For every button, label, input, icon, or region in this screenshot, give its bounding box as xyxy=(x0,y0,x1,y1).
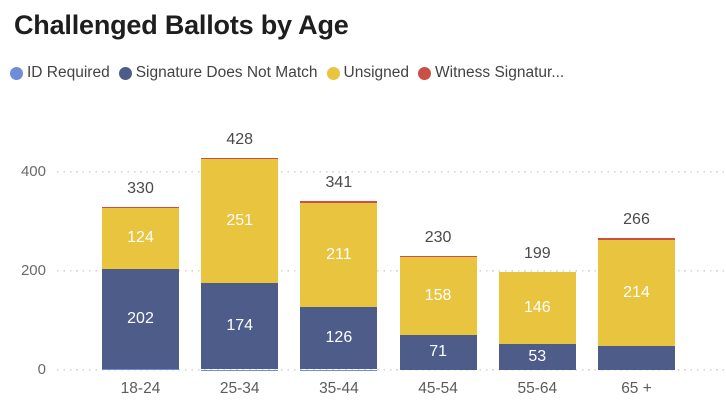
bar-segment[interactable] xyxy=(201,159,279,284)
bar-segment[interactable] xyxy=(102,369,179,370)
legend-item[interactable]: Witness Signatur... xyxy=(418,64,564,82)
bar-segment[interactable] xyxy=(399,256,477,335)
legend-item[interactable]: ID Required xyxy=(10,64,110,82)
bar-segment[interactable] xyxy=(399,256,477,257)
bar-segment[interactable] xyxy=(399,334,477,370)
bar-segment[interactable] xyxy=(102,269,179,369)
y-axis-label: 0 xyxy=(37,361,46,378)
legend-item[interactable]: Signature Does Not Match xyxy=(118,64,318,82)
bar-total-label: 428 xyxy=(226,131,254,149)
bar-segment-label: 214 xyxy=(623,283,650,301)
bar-segment[interactable] xyxy=(300,202,378,308)
bar-segment[interactable] xyxy=(598,345,675,370)
bar-total-label: 230 xyxy=(424,229,452,247)
bar-segment[interactable] xyxy=(300,201,378,203)
bar-total-label: 330 xyxy=(127,179,154,197)
x-axis-label: 65 + xyxy=(621,380,652,397)
bar-segment-label: 146 xyxy=(523,298,551,316)
x-axis-label: 35-44 xyxy=(319,380,359,397)
bar-segment-label: 124 xyxy=(127,229,154,247)
gridline xyxy=(57,369,724,371)
bar-segment-label: 126 xyxy=(325,329,353,347)
chart-legend: ID Required Signature Does Not Match Unsig… xyxy=(10,64,564,82)
y-axis-label: 400 xyxy=(20,163,46,180)
bar-segment[interactable] xyxy=(102,207,179,269)
legend-dot-icon xyxy=(118,66,132,80)
bar-segment-label: 211 xyxy=(326,245,352,263)
bar-segment[interactable] xyxy=(201,158,279,160)
bar-segment-label: 174 xyxy=(226,317,254,335)
legend-dot-icon xyxy=(418,66,432,80)
bar-segment[interactable] xyxy=(102,206,179,208)
bar-segment-label: 53 xyxy=(528,347,547,365)
bar-segment-label: 158 xyxy=(424,286,452,304)
x-axis-label: 55-64 xyxy=(517,380,558,397)
legend-label: Signature Does Not Match xyxy=(135,64,318,81)
bar-segment[interactable] xyxy=(598,238,675,240)
legend-dot-icon xyxy=(10,66,23,80)
legend-item[interactable]: Unsigned xyxy=(326,64,410,82)
bar-segment-label: 251 xyxy=(226,212,254,230)
bar-segment[interactable] xyxy=(300,369,378,370)
bar-segment-label: 71 xyxy=(429,343,447,361)
y-axis-label: 200 xyxy=(20,262,46,279)
bar-segment[interactable] xyxy=(598,239,675,346)
bar-total-label: 199 xyxy=(523,244,551,262)
legend-label: Unsigned xyxy=(343,64,410,81)
bar-segment[interactable] xyxy=(498,271,576,344)
legend-label: ID Required xyxy=(27,64,110,81)
x-axis-label: 45-54 xyxy=(418,380,458,397)
bar-segment[interactable] xyxy=(201,369,279,370)
x-axis-label: 18-24 xyxy=(120,380,161,397)
bar-segment-label: 202 xyxy=(127,310,154,327)
bar-segment[interactable] xyxy=(201,283,279,370)
bar-segment[interactable] xyxy=(498,343,576,370)
legend-label: Witness Signatur... xyxy=(435,64,565,81)
bar-total-label: 266 xyxy=(623,211,650,229)
chart-title: Challenged Ballots by Age xyxy=(14,10,349,40)
gridline xyxy=(57,171,724,173)
bar-segment[interactable] xyxy=(300,307,378,370)
x-axis-label: 25-34 xyxy=(219,380,260,397)
legend-dot-icon xyxy=(326,66,340,80)
gridline xyxy=(57,270,724,272)
bar-total-label: 341 xyxy=(325,174,353,192)
